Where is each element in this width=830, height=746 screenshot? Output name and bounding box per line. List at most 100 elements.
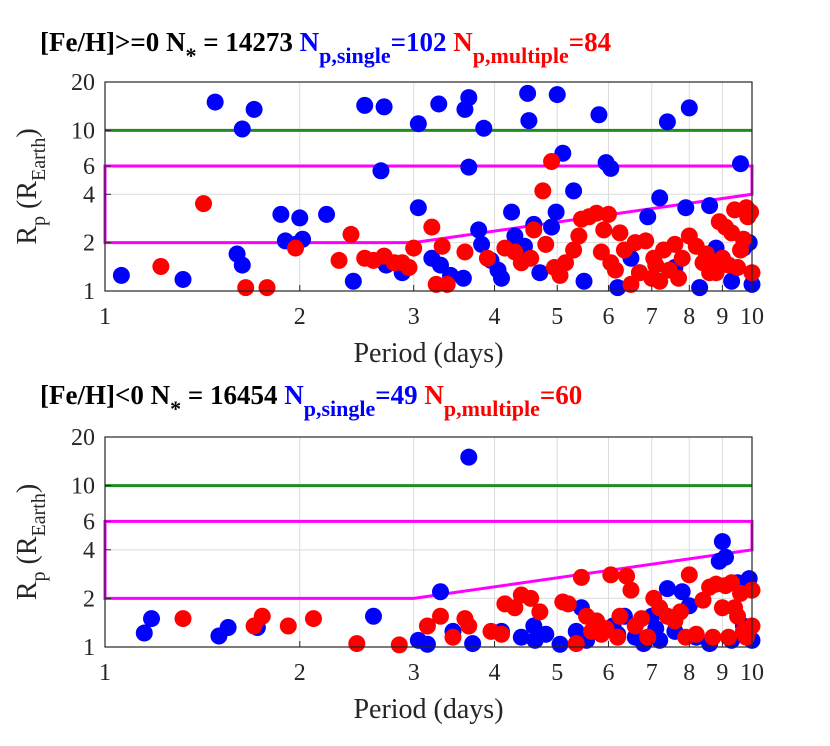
multiple-planet-point [557,254,575,272]
single-planet-point [525,617,543,635]
title-nstar: = 14273 [196,27,299,57]
multiple-planet-point [609,628,627,646]
single-planet-point [531,264,549,282]
x-tick-label: 9 [716,660,728,686]
single-planet-point [143,610,161,628]
multiple-planet-point [390,636,408,654]
x-tick-label: 3 [408,660,420,686]
x-tick-label: 8 [683,660,695,686]
single-planet-point [174,270,192,288]
multiple-planet-point [611,224,629,242]
multiple-planet-point [342,225,360,243]
title-nsingle: =49 [375,380,424,410]
single-planet-point [713,533,731,551]
y-tick-label: 20 [71,425,95,451]
axes-frame [104,436,753,648]
y-tick-label: 2 [83,231,95,257]
x-tick-label: 2 [294,304,306,330]
single-planet-point [431,583,449,601]
single-planet-point [430,95,448,113]
single-planet-point [464,635,482,653]
single-planet-point [565,182,583,200]
multiple-planet-point [330,251,348,269]
multiple-planet-point [742,203,760,221]
single-planet-point [344,272,362,290]
multiple-planet-point [666,235,684,253]
x-tick-label: 5 [551,304,563,330]
title-label: [Fe/H]<0 [40,380,151,410]
single-planet-point [716,548,734,566]
multiple-planet-point [602,566,620,584]
multiple-planet-point [522,589,540,607]
y-tick-label: 20 [71,70,95,96]
multiple-planet-point [152,258,170,276]
single-planet-point [364,607,382,625]
x-tick-label: 8 [683,304,695,330]
single-planet-point [409,115,427,133]
y-tick-label: 2 [83,586,95,612]
multiple-planet-point [567,635,585,653]
multiple-planet-point [525,221,543,239]
multiple-planet-point [687,625,705,643]
single-planet-point [590,106,608,124]
single-planet-point [318,205,336,223]
y-tick-label: 4 [83,182,95,208]
axes-frame [104,81,753,292]
multiple-planet-point [460,617,478,635]
multiple-planet-point [431,607,449,625]
single-planet-point [206,93,224,111]
x-tick-label: 10 [740,660,764,686]
x-tick-label: 7 [646,660,658,686]
multiple-planet-point [537,235,555,253]
single-planet-point [658,580,676,598]
multiple-planet-point [405,239,423,257]
single-planet-point [135,624,153,642]
multiple-planet-point [543,152,561,170]
x-axis-label: Period (days) [353,694,503,725]
panel-title: [Fe/H]<0 N* = 16454 Np,single=49 Np,mult… [40,380,582,421]
multiple-planet-point [720,628,738,646]
y-tick-label: 10 [71,474,95,500]
y-axis-label: Rp (REarth) [12,128,50,244]
multiple-planet-point [400,259,418,277]
single-planet-point [651,189,669,207]
chart-panel-2: 1 2 3 4 5 6 7 8 9 10 1 2 4 6 10 20 Period (days) Rp (REar… [12,380,764,725]
single-planet-point [245,100,263,118]
multiple-planet-point [506,599,524,617]
x-tick-label: 10 [740,304,764,330]
single-planet-point [512,628,530,646]
multiple-planet-point [694,591,712,609]
multiple-planet-point [599,205,617,223]
single-planet-point [473,235,491,253]
series-multiple [152,152,761,297]
single-planet-point [272,205,290,223]
x-tick-label: 4 [489,304,501,330]
multiple-planet-point [287,239,305,257]
title-nstar: = 16454 [181,380,284,410]
single-planet-point [548,86,566,104]
multiple-planet-point [195,195,213,213]
title-nmultiple: =60 [540,380,582,410]
multiple-planet-point [304,610,322,628]
x-tick-label: 5 [551,660,563,686]
multiple-planet-point [707,264,725,282]
single-planet-point [418,635,436,653]
multiple-planet-point [673,249,691,267]
multiple-planet-point [253,607,271,625]
single-planet-point [409,199,427,217]
title-nmultiple: =84 [569,27,611,57]
multiple-planet-point [611,607,629,625]
single-planet-point [375,98,393,116]
multiple-planet-point [734,230,752,248]
y-tick-label: 1 [83,279,95,305]
single-planet-point [602,159,620,177]
title-nsingle: =102 [391,27,454,57]
x-tick-label: 2 [294,660,306,686]
multiple-planet-point [595,221,613,239]
multiple-planet-point [423,218,441,236]
multiple-planet-point [348,635,366,653]
y-tick-label: 10 [71,118,95,144]
multiple-planet-point [622,581,640,599]
